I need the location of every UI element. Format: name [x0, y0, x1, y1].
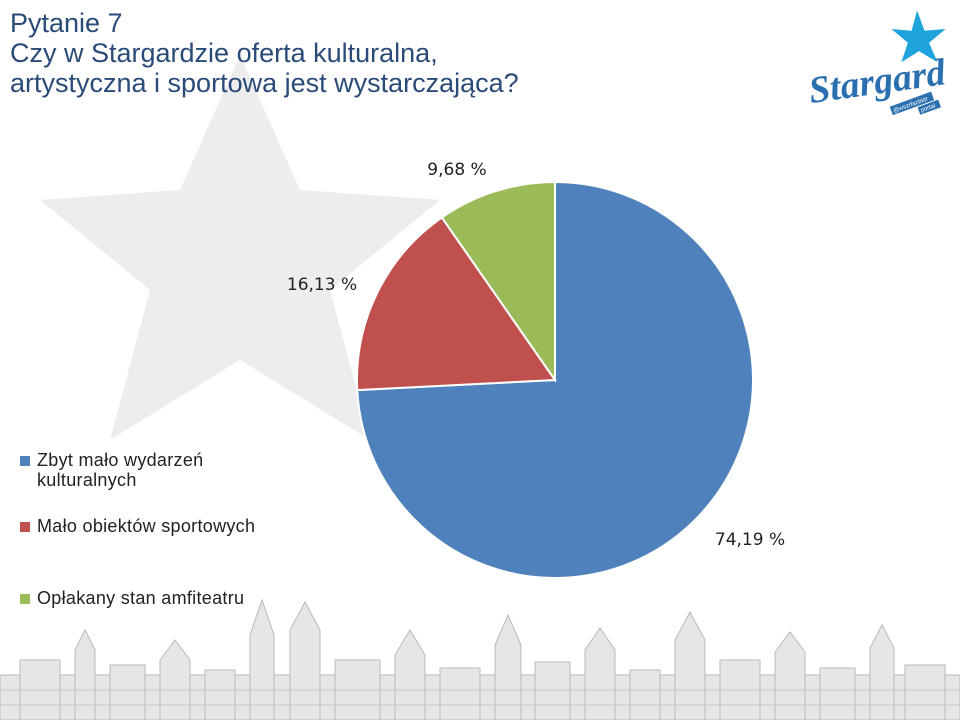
stargard-logo: Stargard @wszrfazbiór portal	[806, 6, 951, 116]
legend-swatch-green	[20, 594, 30, 604]
legend-label: Opłakany stan amfiteatru	[37, 588, 245, 608]
legend-label: Zbyt mało wydarzeń kulturalnych	[37, 450, 204, 490]
slide-title: Pytanie 7 Czy w Stargardzie oferta kultu…	[10, 8, 519, 98]
logo-star-icon	[886, 6, 951, 66]
logo-tagline: portal	[920, 103, 936, 114]
legend-item: Mało obiektów sportowych	[20, 516, 255, 536]
legend-swatch-red	[20, 522, 30, 532]
town-skyline-sketch	[0, 598, 960, 720]
pie-data-label: 74,19 %	[715, 530, 785, 550]
pie-data-label: 9,68 %	[427, 160, 486, 180]
pie-data-label: 16,13 %	[287, 275, 357, 295]
legend-label: Mało obiektów sportowych	[37, 516, 256, 536]
legend-item: Opłakany stan amfiteatru	[20, 588, 244, 608]
slide-title-line: Czy w Stargardzie oferta kulturalna,	[10, 38, 438, 68]
pie-slice	[440, 180, 556, 384]
legend-swatch-blue	[20, 456, 30, 466]
slide-title-line: artystyczna i sportowa jest wystarczając…	[10, 68, 519, 98]
pie-slice	[356, 216, 557, 392]
slide-title-line: Pytanie 7	[10, 8, 123, 38]
legend-item: Zbyt mało wydarzeń kulturalnych	[20, 450, 282, 490]
